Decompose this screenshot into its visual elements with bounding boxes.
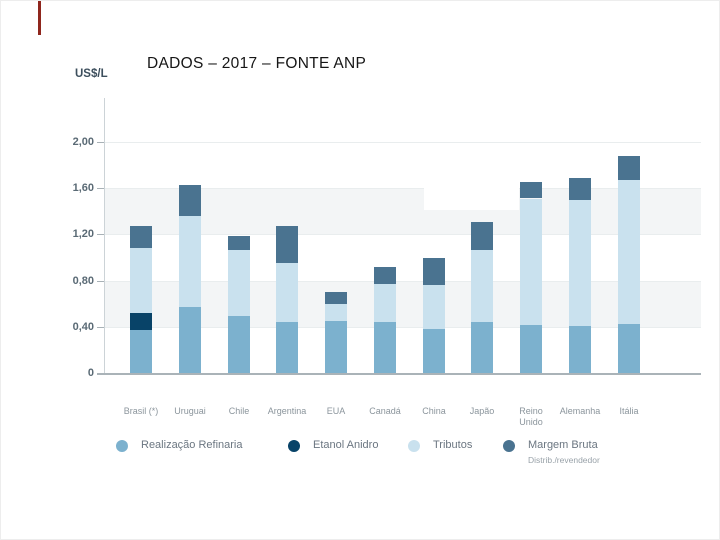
bar-segment-margem-bruta bbox=[520, 182, 542, 198]
legend-label: Margem Bruta Distrib./revendedor bbox=[528, 439, 600, 465]
x-category-label: Uruguai bbox=[174, 406, 206, 416]
chart-title: DADOS – 2017 – FONTE ANP bbox=[147, 55, 367, 72]
x-category-label: Brasil (*) bbox=[123, 406, 159, 416]
legend-dot-tributos bbox=[408, 440, 420, 452]
bar-segment-realizacao-refinaria bbox=[179, 307, 201, 373]
bar-segment-tributos bbox=[325, 304, 347, 321]
bar-segment-margem-bruta bbox=[471, 222, 493, 250]
bar-segment-tributos bbox=[618, 180, 640, 324]
gridline bbox=[104, 281, 701, 282]
bar-segment-realizacao-refinaria bbox=[228, 316, 250, 373]
bar-segment-etanol-anidro bbox=[130, 313, 152, 330]
legend-label: Tributos bbox=[433, 439, 473, 451]
gridline bbox=[104, 327, 701, 328]
legend-label: Realização Refinaria bbox=[141, 439, 243, 451]
bar-segment-tributos bbox=[423, 284, 445, 329]
legend-sublabel: Distrib./revendedor bbox=[528, 455, 600, 465]
bar-segment-margem-bruta bbox=[325, 292, 347, 304]
bar-segment-realizacao-refinaria bbox=[569, 326, 591, 373]
y-tick-label: 1,20 bbox=[72, 228, 94, 241]
x-axis-line bbox=[97, 373, 701, 375]
y-tick-label: 0,40 bbox=[72, 320, 94, 333]
axis-tick bbox=[97, 142, 104, 143]
y-tick-label: 1,60 bbox=[72, 182, 94, 195]
x-category-label: China bbox=[422, 406, 446, 416]
bar-segment-margem-bruta bbox=[374, 267, 396, 284]
bar-segment-tributos bbox=[130, 248, 152, 313]
axis-tick bbox=[97, 234, 104, 235]
legend-item-etanol-anidro: Etanol Anidro bbox=[288, 439, 378, 452]
grid-band bbox=[104, 188, 701, 235]
legend-item-margem-bruta: Margem Bruta Distrib./revendedor bbox=[503, 439, 600, 467]
gridline bbox=[104, 142, 701, 143]
x-category-label: Argentina bbox=[267, 406, 307, 416]
grid-band bbox=[104, 280, 701, 327]
bar-segment-margem-bruta bbox=[618, 156, 640, 180]
gridline bbox=[104, 188, 701, 189]
bar-segment-margem-bruta bbox=[179, 185, 201, 216]
legend-item-realizacao-refinaria: Realização Refinaria bbox=[116, 439, 243, 452]
legend-label: Etanol Anidro bbox=[313, 439, 379, 451]
bar-segment-tributos bbox=[520, 199, 542, 325]
bar-segment-tributos bbox=[276, 263, 298, 322]
axis-tick bbox=[97, 327, 104, 328]
bar-segment-realizacao-refinaria bbox=[130, 330, 152, 373]
axis-tick bbox=[97, 281, 104, 282]
bar-segment-realizacao-refinaria bbox=[325, 321, 347, 373]
bar-segment-tributos bbox=[228, 249, 250, 316]
bar-segment-margem-bruta bbox=[569, 178, 591, 200]
slide-accent-line bbox=[38, 1, 41, 35]
axis-tick bbox=[97, 188, 104, 189]
y-tick-label: 2,00 bbox=[72, 136, 94, 148]
bar-segment-tributos bbox=[471, 249, 493, 322]
bar-segment-realizacao-refinaria bbox=[276, 322, 298, 373]
y-axis-unit-label: US$/L bbox=[75, 68, 108, 80]
legend-item-tributos: Tributos bbox=[408, 439, 472, 452]
bar-segment-tributos bbox=[569, 200, 591, 326]
bar-segment-realizacao-refinaria bbox=[471, 322, 493, 373]
bar-segment-margem-bruta bbox=[228, 236, 250, 250]
x-category-label: EUA bbox=[326, 406, 346, 416]
y-tick-label: 0 bbox=[87, 367, 94, 379]
bar-segment-tributos bbox=[179, 216, 201, 307]
y-tick-label: 0,80 bbox=[72, 274, 94, 287]
legend-dot-etanol-anidro bbox=[288, 440, 300, 452]
bar-segment-realizacao-refinaria bbox=[374, 322, 396, 373]
legend-dot-realizacao-refinaria bbox=[116, 440, 128, 452]
x-category-label: Canadá bbox=[369, 406, 401, 416]
legend-dot-margem-bruta bbox=[503, 440, 515, 452]
bar-segment-realizacao-refinaria bbox=[618, 324, 640, 373]
x-category-label: Reino Unido bbox=[519, 406, 543, 427]
x-category-label: Chile bbox=[228, 406, 250, 416]
artifact-patch bbox=[424, 184, 519, 210]
gridline bbox=[104, 234, 701, 235]
bar-segment-realizacao-refinaria bbox=[423, 329, 445, 373]
bar-segment-margem-bruta bbox=[276, 226, 298, 263]
bar-segment-margem-bruta bbox=[130, 226, 152, 248]
y-axis-line bbox=[104, 98, 105, 373]
x-category-label: Itália bbox=[619, 406, 639, 416]
x-category-label: Japão bbox=[469, 406, 495, 416]
bar-segment-realizacao-refinaria bbox=[520, 324, 542, 373]
bar-segment-tributos bbox=[374, 284, 396, 322]
bar-segment-margem-bruta bbox=[423, 258, 445, 285]
x-category-label: Alemanha bbox=[559, 406, 601, 416]
